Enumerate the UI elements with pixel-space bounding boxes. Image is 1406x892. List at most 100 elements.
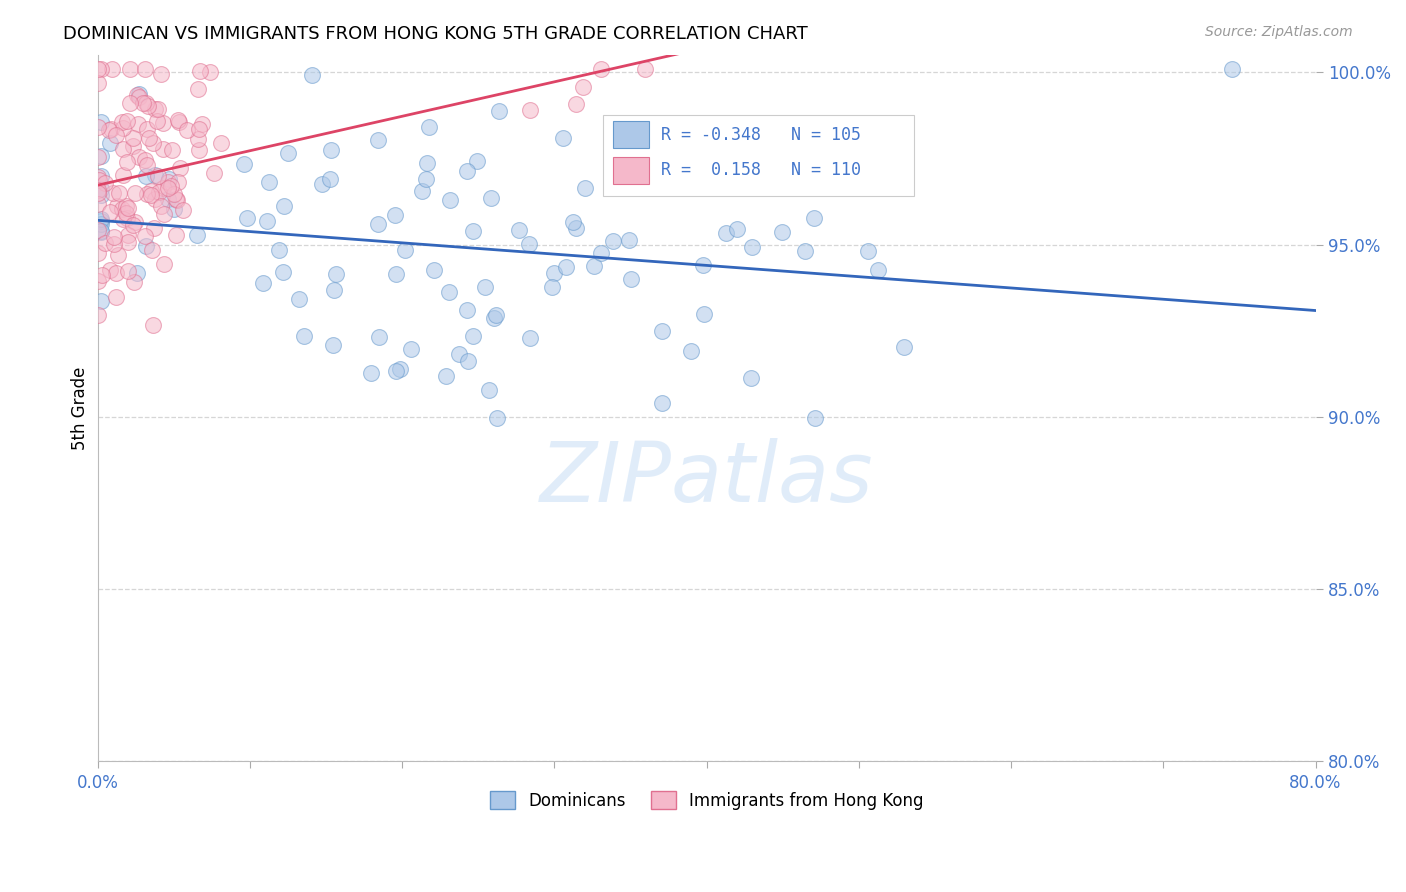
Point — [187, 132, 209, 146]
Text: ZIPatlas: ZIPatlas — [540, 438, 873, 519]
Point — [124, 276, 146, 290]
Point — [273, 199, 295, 213]
Point — [301, 68, 323, 82]
Point — [86, 170, 108, 185]
Point — [86, 245, 108, 260]
Point — [117, 201, 139, 215]
Point — [651, 396, 673, 410]
Point — [115, 211, 138, 225]
Point — [160, 143, 183, 157]
Point — [111, 168, 134, 182]
Point — [323, 283, 346, 297]
Point — [86, 183, 108, 197]
Point — [367, 330, 389, 344]
Point — [114, 199, 136, 213]
Point — [478, 383, 501, 397]
Point — [134, 62, 156, 76]
Point — [117, 155, 139, 169]
Point — [103, 236, 125, 251]
Point — [572, 79, 595, 94]
Point — [437, 285, 460, 299]
Point — [146, 102, 169, 116]
Point — [162, 202, 184, 216]
Point — [97, 123, 120, 137]
Point — [439, 194, 461, 208]
Point — [465, 153, 488, 168]
Point — [157, 172, 180, 186]
Point — [150, 67, 173, 81]
Point — [770, 226, 793, 240]
Point — [90, 212, 112, 227]
Point — [105, 199, 128, 213]
Point — [142, 221, 165, 235]
Point — [617, 233, 640, 247]
Point — [148, 169, 170, 184]
Point — [319, 172, 342, 186]
Point — [143, 168, 166, 182]
Point — [87, 309, 110, 323]
Point — [87, 172, 110, 186]
Point — [367, 217, 389, 231]
Point — [135, 187, 157, 202]
Point — [117, 227, 139, 242]
Point — [693, 307, 716, 321]
Point — [384, 208, 406, 222]
Point — [163, 187, 186, 202]
Point — [128, 150, 150, 164]
Point — [139, 187, 162, 202]
Point — [112, 212, 135, 227]
Point — [741, 240, 763, 254]
Point — [474, 280, 496, 294]
Point — [187, 82, 209, 96]
Point — [98, 263, 121, 277]
Point — [134, 153, 156, 167]
Point — [167, 175, 190, 189]
Point — [620, 272, 643, 286]
Point — [157, 181, 180, 195]
Point — [555, 260, 578, 274]
Point — [127, 117, 149, 131]
Point — [135, 95, 157, 110]
Point — [86, 62, 108, 76]
Point — [86, 274, 108, 288]
Point — [894, 146, 917, 161]
Point — [202, 166, 225, 180]
Point — [127, 87, 149, 102]
Bar — [613, 121, 650, 148]
Point — [90, 224, 112, 238]
Point — [456, 303, 478, 318]
Point — [488, 104, 510, 119]
Point — [319, 143, 342, 157]
Bar — [613, 157, 650, 184]
Point — [135, 169, 157, 183]
Point — [565, 221, 588, 235]
Point — [543, 267, 565, 281]
Point — [165, 192, 187, 206]
Point — [118, 62, 141, 76]
Point — [551, 131, 574, 145]
Point — [90, 218, 112, 232]
Point — [583, 259, 606, 273]
Point — [574, 181, 596, 195]
Point — [388, 362, 411, 376]
FancyBboxPatch shape — [603, 115, 914, 196]
Point — [111, 142, 134, 156]
Point — [561, 215, 583, 229]
Point — [804, 411, 827, 425]
Point — [111, 120, 134, 135]
Point — [136, 122, 159, 136]
Point — [517, 236, 540, 251]
Point — [463, 329, 485, 343]
Point — [156, 192, 179, 206]
Point — [564, 97, 586, 112]
Point — [143, 102, 166, 116]
Point — [486, 410, 509, 425]
Point — [124, 215, 146, 229]
Point — [167, 115, 190, 129]
Point — [153, 207, 176, 221]
Point — [288, 292, 311, 306]
Text: Source: ZipAtlas.com: Source: ZipAtlas.com — [1205, 25, 1353, 39]
Point — [322, 338, 344, 352]
Point — [124, 186, 146, 200]
Point — [105, 290, 128, 304]
